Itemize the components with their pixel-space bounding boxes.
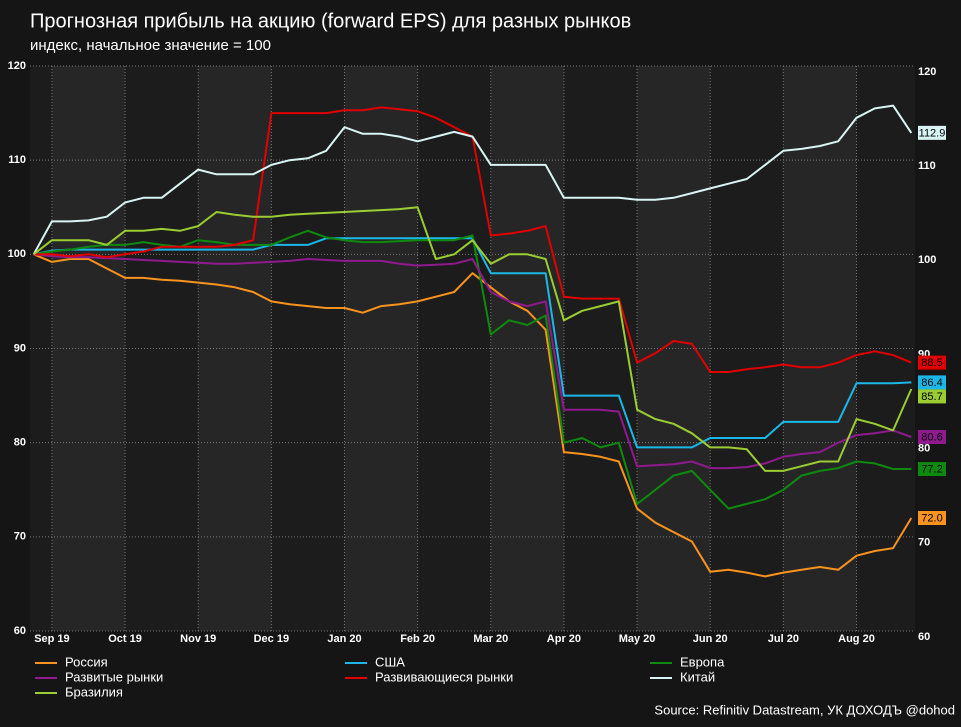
end-label-box [918, 125, 946, 140]
end-label: 80.6 [921, 431, 942, 443]
legend-label: Развитые рынки [65, 669, 163, 684]
legend-label: Россия [65, 654, 108, 669]
x-tick-label: Feb 20 [400, 633, 435, 645]
series-line [32, 104, 913, 255]
x-tick-label: Sep 19 [34, 633, 69, 645]
legend-label: США [375, 654, 405, 669]
chart-title: Прогнозная прибыль на акцию (forward EPS… [30, 10, 631, 32]
legend-label: Китай [680, 669, 715, 684]
y2-tick-label: 100 [918, 254, 936, 266]
legend-label: Бразилия [65, 684, 123, 699]
month-band [637, 66, 711, 631]
y2-tick-label: 120 [918, 66, 936, 78]
y-tick-label: 60 [14, 625, 26, 637]
end-label-box [918, 462, 946, 477]
x-tick-label: Jul 20 [768, 633, 799, 645]
y-tick-label: 80 [14, 437, 26, 449]
end-label: 77.2 [921, 463, 942, 475]
end-label-box [918, 375, 946, 390]
end-label: 85.7 [921, 391, 942, 403]
y-tick-label: 70 [14, 531, 26, 543]
end-label-box [918, 389, 946, 404]
x-tick-label: May 20 [619, 633, 656, 645]
legend-label: Развивающиеся рынки [375, 669, 513, 684]
end-label: 86.4 [921, 377, 942, 389]
end-label: 72.0 [921, 512, 942, 524]
end-label: 88.5 [921, 357, 942, 369]
x-tick-label: Jan 20 [327, 633, 361, 645]
source-note: Source: Refinitiv Datastream, УК ДОХОДЪ … [654, 702, 955, 717]
x-tick-label: Mar 20 [473, 633, 508, 645]
series-line [33, 206, 913, 472]
end-label: 112.9 [919, 127, 946, 139]
series-line [33, 253, 913, 578]
end-label-box [918, 430, 946, 445]
month-band [490, 66, 564, 631]
y-tick-label: 110 [8, 154, 26, 166]
x-tick-label: Apr 20 [547, 633, 581, 645]
y2-tick-label: 80 [918, 443, 930, 455]
legend-label: Европа [680, 654, 725, 669]
end-label-box [918, 511, 946, 525]
y-tick-label: 90 [14, 342, 26, 354]
y2-tick-label: 60 [918, 631, 930, 643]
y-tick-label: 100 [8, 248, 26, 260]
x-tick-label: Aug 20 [838, 633, 875, 645]
x-tick-label: Jun 20 [693, 633, 728, 645]
month-band [51, 66, 126, 631]
end-label-box [918, 355, 946, 370]
x-tick-label: Nov 19 [180, 633, 216, 645]
y2-tick-label: 70 [918, 537, 930, 549]
series-line [33, 253, 912, 470]
chart-subtitle: индекс, начальное значение = 100 [30, 37, 271, 54]
x-tick-label: Dec 19 [254, 633, 289, 645]
y2-tick-label: 110 [918, 160, 936, 172]
x-tick-label: Oct 19 [108, 633, 142, 645]
y-tick-label: 120 [8, 60, 26, 72]
